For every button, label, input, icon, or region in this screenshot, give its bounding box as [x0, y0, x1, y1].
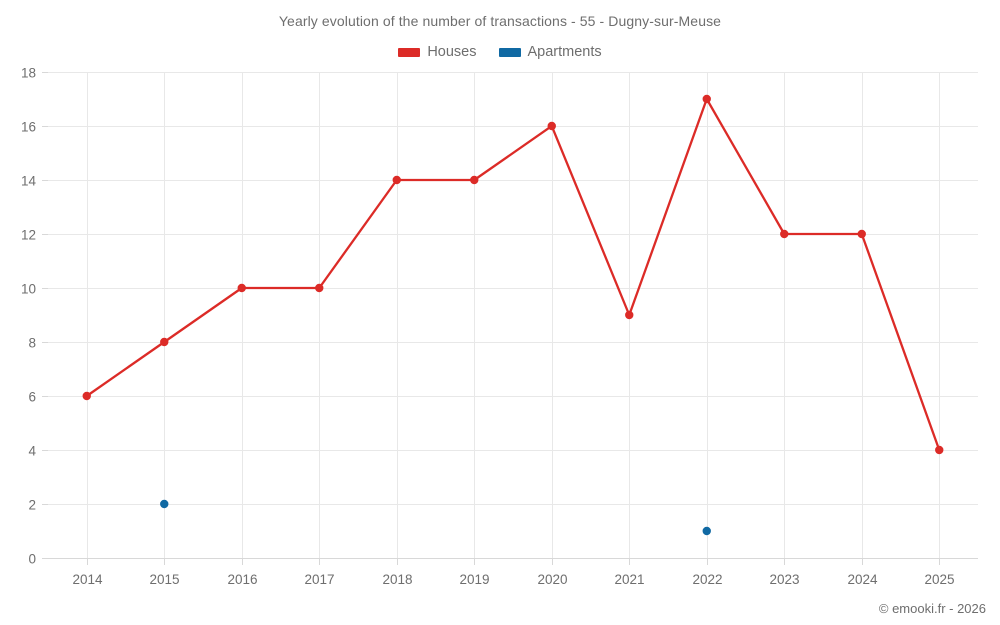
y-axis-tick-label: 14 — [21, 174, 37, 189]
x-axis-tick-label: 2023 — [769, 572, 799, 587]
data-point-apartments[interactable] — [160, 499, 169, 509]
x-axis-tick-label: 2022 — [692, 572, 722, 587]
x-axis-tick-label: 2019 — [459, 572, 489, 587]
legend-swatch-icon-houses — [398, 47, 421, 57]
chart-legend: Houses Apartments — [0, 45, 1000, 60]
x-axis-tick-label: 2016 — [227, 572, 257, 587]
x-axis-tick-label: 2025 — [924, 572, 954, 587]
data-point-houses[interactable] — [857, 229, 866, 239]
y-axis-tick-label: 0 — [28, 552, 36, 567]
data-point-houses[interactable] — [160, 337, 169, 347]
data-point-houses[interactable] — [315, 283, 324, 293]
series-line-houses — [85, 97, 941, 452]
chart-title: Yearly evolution of the number of transa… — [278, 13, 722, 29]
data-point-apartments[interactable] — [702, 526, 711, 536]
x-axis-tick-label: 2017 — [304, 572, 334, 587]
data-point-houses[interactable] — [780, 229, 789, 239]
copyright-credit: © emooki.fr - 2026 — [878, 601, 986, 616]
x-axis-tick-label: 2018 — [382, 572, 412, 587]
legend-item-apartments[interactable]: Apartments — [498, 44, 602, 60]
legend-label-apartments: Apartments — [527, 44, 602, 60]
y-axis-tick-label: 2 — [28, 498, 36, 513]
y-axis-tick-label: 6 — [28, 390, 36, 405]
data-point-houses[interactable] — [625, 310, 634, 320]
x-axis-tick-label: 2020 — [537, 572, 567, 587]
legend-swatch-icon-apartments — [498, 47, 521, 57]
data-point-houses[interactable] — [392, 175, 401, 185]
y-axis-tick-label: 4 — [28, 444, 36, 459]
y-axis-tick-label: 10 — [21, 282, 36, 297]
y-axis-tick-label: 12 — [21, 228, 36, 243]
data-point-houses[interactable] — [547, 121, 556, 131]
y-axis-tick-label: 16 — [21, 120, 36, 135]
y-axis-tick-label: 8 — [28, 336, 36, 351]
data-point-houses[interactable] — [470, 175, 479, 185]
data-point-houses[interactable] — [82, 391, 91, 401]
y-axis-tick-label: 18 — [21, 66, 36, 81]
data-point-houses[interactable] — [935, 445, 944, 455]
x-axis-tick-label: 2024 — [847, 572, 878, 587]
legend-label-houses: Houses — [427, 44, 477, 60]
data-point-houses[interactable] — [237, 283, 246, 293]
x-axis-tick-label: 2021 — [614, 572, 644, 587]
x-axis-tick-label: 2015 — [149, 572, 179, 587]
x-axis-tick-label: 2014 — [72, 572, 103, 587]
data-point-houses[interactable] — [702, 94, 711, 104]
legend-item-houses[interactable]: Houses — [398, 44, 477, 60]
